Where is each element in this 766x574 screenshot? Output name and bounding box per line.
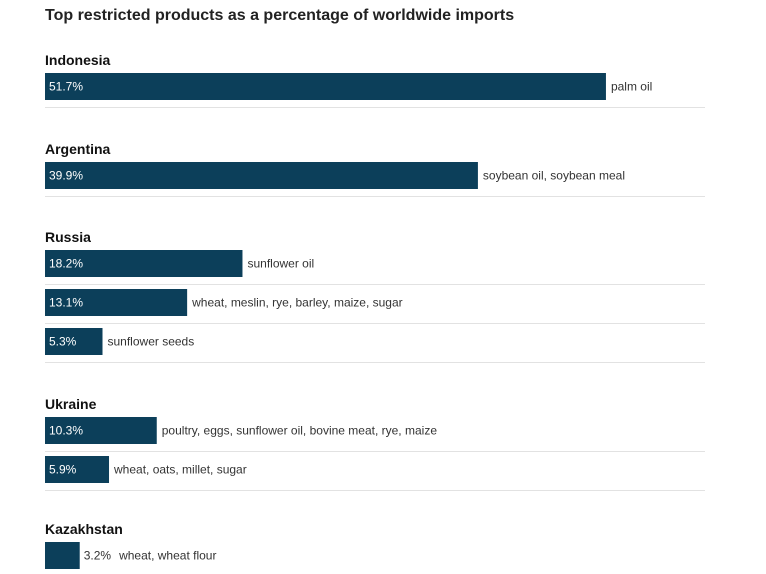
country-label: Argentina [45,141,111,157]
bar-value-label: 5.3% [49,335,77,349]
products-label: wheat, wheat flour [118,549,216,563]
bar-value-label: 13.1% [49,296,83,310]
bar [45,417,157,444]
bar [45,162,478,189]
products-label: palm oil [611,80,652,94]
bar [45,250,243,277]
bar-value-label: 10.3% [49,424,83,438]
country-label: Ukraine [45,396,97,412]
products-label: poultry, eggs, sunflower oil, bovine mea… [162,424,438,438]
products-label: wheat, meslin, rye, barley, maize, sugar [191,296,403,310]
country-label: Indonesia [45,52,111,68]
products-label: soybean oil, soybean meal [483,169,625,183]
products-label: wheat, oats, millet, sugar [113,463,247,477]
bar-value-label: 5.9% [49,463,77,477]
country-label: Russia [45,229,91,245]
bar-value-label: 39.9% [49,169,83,183]
products-label: sunflower seeds [108,335,195,349]
bar [45,542,80,569]
country-label: Kazakhstan [45,521,123,537]
products-label: sunflower oil [247,257,314,271]
bar-value-label: 3.2% [84,549,112,563]
bar [45,456,110,483]
bar [45,73,606,100]
bar-value-label: 51.7% [49,80,83,94]
chart-title: Top restricted products as a percentage … [45,7,515,24]
bar [45,328,103,355]
bar-value-label: 18.2% [49,257,83,271]
bar [45,289,188,316]
